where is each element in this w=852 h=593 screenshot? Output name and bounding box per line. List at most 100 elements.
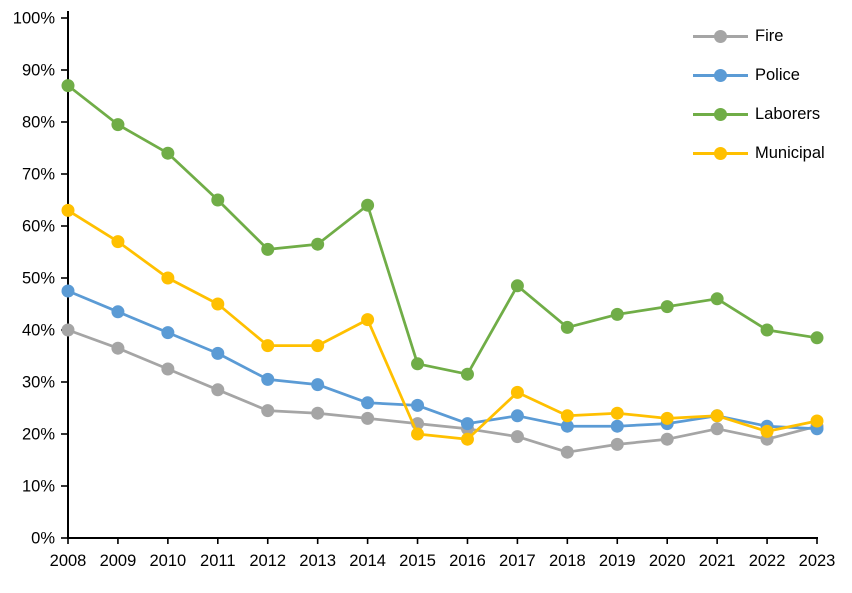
legend-label-municipal: Municipal bbox=[755, 144, 825, 163]
y-tick-label: 0% bbox=[31, 530, 55, 548]
legend-line-marker-police bbox=[693, 69, 748, 82]
series-line-laborers bbox=[67, 84, 818, 376]
legend-line-marker-laborers bbox=[693, 108, 748, 121]
legend-item-municipal: Municipal bbox=[693, 144, 825, 163]
data-point-laborers-2021 bbox=[710, 292, 724, 306]
legend-label-fire: Fire bbox=[755, 27, 784, 46]
data-point-fire-2012 bbox=[261, 404, 275, 418]
data-point-municipal-2012 bbox=[261, 339, 275, 353]
chart-legend: Fire Police Laborers Municipal bbox=[693, 27, 825, 186]
x-tick-label: 2012 bbox=[249, 552, 286, 570]
data-point-police-2016 bbox=[460, 417, 474, 431]
y-tick-label: 40% bbox=[22, 322, 55, 340]
data-point-police-2014 bbox=[361, 396, 375, 410]
data-point-laborers-2014 bbox=[361, 198, 375, 212]
data-point-laborers-2020 bbox=[660, 300, 674, 314]
data-point-fire-2019 bbox=[610, 437, 624, 451]
x-tick-label: 2009 bbox=[100, 552, 137, 570]
x-tick-label: 2011 bbox=[200, 552, 235, 570]
x-tick-label: 2021 bbox=[699, 552, 736, 570]
data-point-laborers-2016 bbox=[460, 367, 474, 381]
data-point-municipal-2010 bbox=[161, 271, 175, 285]
legend-item-fire: Fire bbox=[693, 27, 825, 46]
x-tick-label: 2022 bbox=[749, 552, 786, 570]
data-point-laborers-2019 bbox=[610, 307, 624, 321]
y-tick-label: 30% bbox=[22, 374, 55, 392]
x-tick-label: 2014 bbox=[349, 552, 386, 570]
data-point-fire-2018 bbox=[560, 445, 574, 459]
y-tick-label: 70% bbox=[22, 166, 55, 184]
data-point-laborers-2011 bbox=[211, 193, 225, 207]
data-point-fire-2013 bbox=[311, 406, 325, 420]
data-point-municipal-2018 bbox=[560, 409, 574, 423]
data-point-municipal-2020 bbox=[660, 411, 674, 425]
data-point-laborers-2015 bbox=[411, 357, 425, 371]
data-point-municipal-2022 bbox=[760, 424, 774, 438]
data-point-police-2009 bbox=[111, 305, 125, 319]
data-point-municipal-2023 bbox=[810, 414, 824, 428]
y-tick-label: 80% bbox=[22, 114, 55, 132]
data-point-police-2019 bbox=[610, 419, 624, 433]
legend-label-police: Police bbox=[755, 66, 800, 85]
series-line-fire bbox=[67, 328, 818, 454]
data-point-municipal-2009 bbox=[111, 235, 125, 249]
legend-item-police: Police bbox=[693, 66, 825, 85]
x-tick-label: 2013 bbox=[299, 552, 336, 570]
x-tick-label: 2016 bbox=[449, 552, 486, 570]
data-point-fire-2010 bbox=[161, 362, 175, 376]
y-tick-label: 50% bbox=[22, 270, 55, 288]
x-tick-label: 2010 bbox=[150, 552, 187, 570]
x-tick-label: 2019 bbox=[599, 552, 636, 570]
legend-label-laborers: Laborers bbox=[755, 105, 821, 124]
data-point-fire-2009 bbox=[111, 341, 125, 355]
data-point-police-2012 bbox=[261, 372, 275, 386]
data-point-laborers-2017 bbox=[510, 279, 524, 293]
data-point-municipal-2015 bbox=[411, 427, 425, 441]
data-point-laborers-2009 bbox=[111, 118, 125, 132]
data-point-laborers-2022 bbox=[760, 323, 774, 337]
data-point-municipal-2008 bbox=[61, 203, 75, 217]
data-point-fire-2014 bbox=[361, 411, 375, 425]
data-point-municipal-2016 bbox=[460, 432, 474, 446]
x-tick-label: 2017 bbox=[499, 552, 536, 570]
y-tick-label: 10% bbox=[22, 478, 55, 496]
data-point-fire-2021 bbox=[710, 422, 724, 436]
x-tick-label: 2023 bbox=[799, 552, 836, 570]
series-line-police bbox=[67, 289, 818, 431]
data-point-municipal-2013 bbox=[311, 339, 325, 353]
data-point-laborers-2013 bbox=[311, 237, 325, 251]
data-point-police-2017 bbox=[510, 409, 524, 423]
x-tick-label: 2015 bbox=[399, 552, 436, 570]
data-point-police-2008 bbox=[61, 284, 75, 298]
data-point-laborers-2010 bbox=[161, 146, 175, 160]
y-tick-label: 20% bbox=[22, 426, 55, 444]
data-point-municipal-2017 bbox=[510, 385, 524, 399]
legend-line-marker-municipal bbox=[693, 147, 748, 160]
legend-item-laborers: Laborers bbox=[693, 105, 825, 124]
data-point-laborers-2008 bbox=[61, 79, 75, 93]
data-point-police-2013 bbox=[311, 378, 325, 392]
data-point-laborers-2012 bbox=[261, 242, 275, 256]
data-point-police-2015 bbox=[411, 398, 425, 412]
data-point-police-2018 bbox=[560, 419, 574, 433]
data-point-fire-2008 bbox=[61, 323, 75, 337]
data-point-municipal-2019 bbox=[610, 406, 624, 420]
legend-line-marker-fire bbox=[693, 30, 748, 43]
x-tick-label: 2020 bbox=[649, 552, 686, 570]
y-tick-label: 60% bbox=[22, 218, 55, 236]
data-point-fire-2011 bbox=[211, 383, 225, 397]
series-line-municipal bbox=[67, 209, 818, 441]
data-point-police-2010 bbox=[161, 326, 175, 340]
y-tick-label: 100% bbox=[13, 10, 56, 28]
x-tick-label: 2018 bbox=[549, 552, 586, 570]
x-tick-label: 2008 bbox=[50, 552, 87, 570]
data-point-police-2011 bbox=[211, 346, 225, 360]
data-point-municipal-2014 bbox=[361, 313, 375, 327]
data-point-fire-2017 bbox=[510, 430, 524, 444]
data-point-fire-2020 bbox=[660, 432, 674, 446]
data-point-municipal-2011 bbox=[211, 297, 225, 311]
data-point-laborers-2023 bbox=[810, 331, 824, 345]
data-point-municipal-2021 bbox=[710, 409, 724, 423]
